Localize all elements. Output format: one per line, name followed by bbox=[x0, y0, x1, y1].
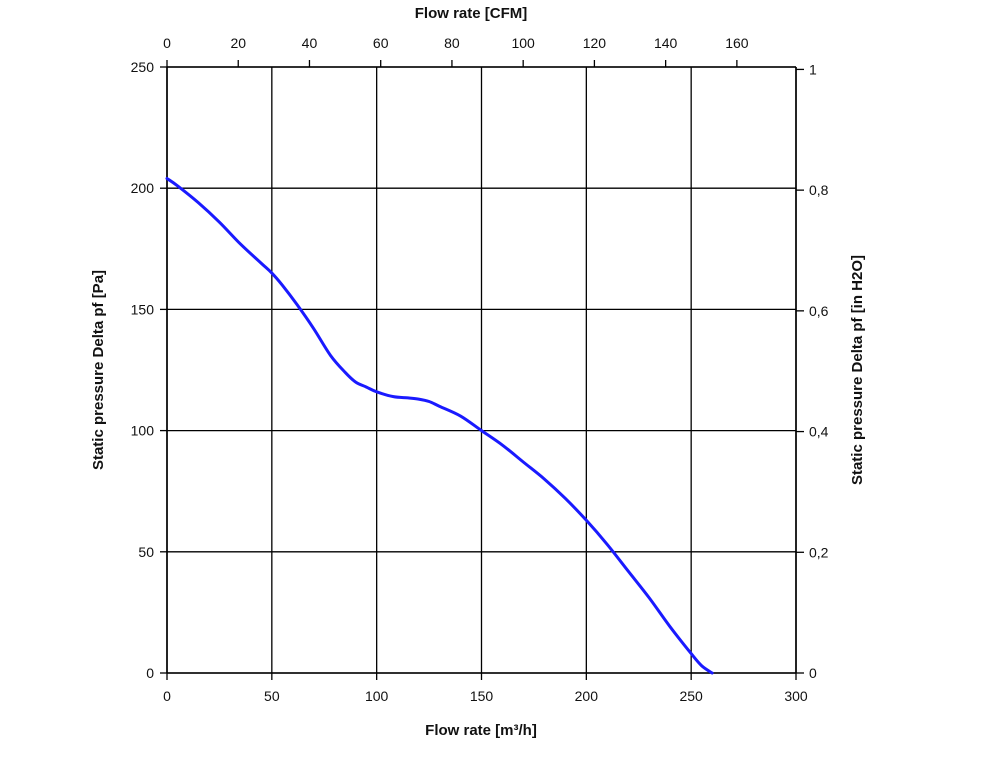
x-tick-label: 0 bbox=[163, 688, 171, 704]
x2-tick-label: 120 bbox=[583, 35, 607, 51]
y-tick-label: 50 bbox=[138, 544, 154, 560]
x2-tick-label: 160 bbox=[725, 35, 749, 51]
x-tick-label: 50 bbox=[264, 688, 280, 704]
y-tick-label: 150 bbox=[131, 301, 155, 317]
x-tick-label: 150 bbox=[470, 688, 494, 704]
y-tick-label: 200 bbox=[131, 180, 155, 196]
tick-marks bbox=[160, 60, 804, 680]
x-tick-label: 300 bbox=[784, 688, 808, 704]
x2-tick-label: 40 bbox=[302, 35, 318, 51]
x-axis-title: Flow rate [m³/h] bbox=[425, 722, 537, 739]
series-line-0 bbox=[165, 177, 714, 675]
x-tick-label: 250 bbox=[679, 688, 703, 704]
y-tick-label: 100 bbox=[131, 423, 155, 439]
y-tick-label: 0 bbox=[146, 665, 154, 681]
y2-tick-label: 0,2 bbox=[809, 544, 829, 560]
x2-tick-label: 100 bbox=[511, 35, 535, 51]
y2-tick-label: 1 bbox=[809, 61, 817, 77]
x2-axis-title: Flow rate [CFM] bbox=[415, 5, 528, 22]
y-tick-label: 250 bbox=[131, 59, 155, 75]
y2-tick-label: 0,4 bbox=[809, 424, 829, 440]
x-tick-label: 200 bbox=[575, 688, 599, 704]
x2-tick-label: 60 bbox=[373, 35, 389, 51]
y2-tick-label: 0,8 bbox=[809, 182, 829, 198]
x2-tick-label: 0 bbox=[163, 35, 171, 51]
y-axis-title: Static pressure Delta pf [Pa] bbox=[90, 270, 107, 470]
series-lines bbox=[165, 177, 714, 675]
y2-tick-label: 0,6 bbox=[809, 303, 829, 319]
x2-tick-label: 80 bbox=[444, 35, 460, 51]
y2-tick-label: 0 bbox=[809, 665, 817, 681]
x2-tick-label: 140 bbox=[654, 35, 678, 51]
y2-axis-title: Static pressure Delta pf [in H2O] bbox=[849, 255, 866, 485]
x2-tick-label: 20 bbox=[230, 35, 246, 51]
x-tick-label: 100 bbox=[365, 688, 389, 704]
grid-lines bbox=[166, 66, 797, 674]
